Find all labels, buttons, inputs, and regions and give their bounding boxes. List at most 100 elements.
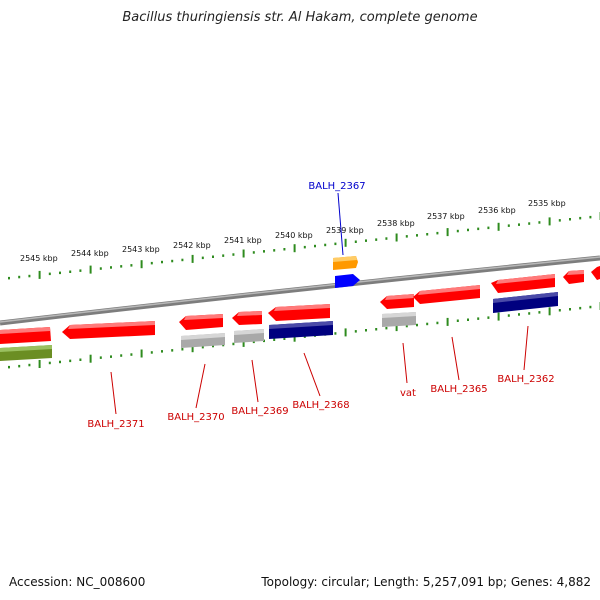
scale-minor-tick	[18, 275, 21, 279]
scale-minor-tick	[477, 227, 480, 231]
scale-major-tick	[89, 354, 92, 363]
scale-minor-tick	[120, 354, 123, 357]
scale-minor-tick	[365, 239, 367, 242]
tick-label-2539: 2539 kbp	[326, 226, 364, 235]
scale-minor-tick	[283, 248, 286, 251]
scale-minor-tick	[252, 251, 255, 254]
scale-minor-tick	[130, 353, 133, 356]
scale-minor-tick	[99, 356, 102, 359]
scale-minor-tick	[518, 313, 520, 316]
scale-minor-tick	[416, 323, 418, 327]
scale-major-tick	[548, 217, 551, 226]
scale-major-tick	[89, 265, 92, 274]
scale-minor-tick	[334, 332, 337, 335]
scale-minor-tick	[171, 349, 174, 352]
scale-minor-tick	[48, 361, 51, 365]
scale-major-tick	[293, 333, 296, 342]
scale-minor-tick	[569, 308, 571, 311]
gene-red-right-2[interactable]	[591, 266, 600, 280]
gene-label-balh-2368: BALH_2368	[292, 400, 349, 411]
scale-minor-tick	[579, 306, 582, 310]
scale-minor-tick	[110, 266, 112, 269]
lower-scale-ticks	[8, 302, 600, 369]
scale-major-tick	[497, 312, 500, 321]
scale-major-tick	[548, 307, 551, 316]
scale-minor-tick	[8, 276, 10, 280]
scale-minor-tick	[79, 358, 82, 361]
gene-features	[0, 256, 600, 361]
accession-text: Accession: NC_008600	[9, 575, 146, 589]
gene-label-vat: vat	[400, 388, 416, 399]
scale-minor-tick	[181, 258, 184, 262]
scale-minor-tick	[375, 328, 378, 331]
upper-scale-ticks	[8, 212, 600, 280]
scale-major-tick	[446, 228, 449, 237]
scale-minor-tick	[375, 238, 378, 241]
label-leaders	[110, 192, 529, 415]
scale-minor-tick	[283, 337, 286, 340]
scale-minor-tick	[518, 223, 520, 226]
scale-minor-tick	[589, 305, 592, 309]
scale-minor-tick	[477, 317, 480, 320]
scale-minor-tick	[110, 355, 112, 358]
scale-minor-tick	[201, 345, 204, 349]
scale-minor-tick	[385, 326, 388, 330]
scale-minor-tick	[538, 221, 541, 224]
scale-minor-tick	[161, 350, 163, 353]
scale-minor-tick	[232, 342, 235, 346]
scale-minor-tick	[334, 242, 337, 246]
scale-minor-tick	[303, 245, 306, 249]
scale-minor-tick	[273, 249, 276, 252]
scale-major-tick	[38, 360, 41, 368]
scale-minor-tick	[507, 224, 510, 227]
scale-minor-tick	[385, 237, 388, 240]
scale-minor-tick	[314, 244, 316, 248]
scale-minor-tick	[161, 260, 163, 264]
tick-label-2537: 2537 kbp	[427, 212, 465, 221]
gene-label-balh-2371: BALH_2371	[87, 419, 144, 430]
scale-minor-tick	[222, 254, 225, 257]
tick-label-2540: 2540 kbp	[275, 231, 313, 240]
scale-major-tick	[140, 260, 143, 269]
scale-major-tick	[191, 254, 194, 263]
scale-minor-tick	[18, 364, 21, 368]
scale-minor-tick	[171, 259, 174, 263]
tick-label-2544: 2544 kbp	[71, 249, 109, 258]
scale-minor-tick	[28, 363, 31, 367]
scale-major-tick	[344, 238, 347, 247]
scale-minor-tick	[405, 324, 408, 328]
gene-blue-feature[interactable]	[335, 274, 360, 288]
scale-minor-tick	[569, 218, 571, 221]
tick-label-2542: 2542 kbp	[173, 241, 211, 250]
gene-label-balh-2365: BALH_2365	[430, 384, 487, 395]
scale-minor-tick	[426, 233, 429, 236]
scale-minor-tick	[150, 351, 153, 354]
scale-major-tick	[446, 317, 449, 326]
gene-labels: BALH_2367 BALH_2371 BALH_2370 BALH_2369 …	[87, 181, 554, 430]
scale-labels: 2545 kbp 2544 kbp 2543 kbp 2542 kbp 2541…	[20, 199, 566, 263]
scale-minor-tick	[456, 319, 459, 322]
scale-major-tick	[191, 344, 194, 353]
scale-minor-tick	[120, 265, 123, 268]
scale-minor-tick	[354, 240, 357, 243]
scale-minor-tick	[354, 330, 357, 333]
scale-minor-tick	[416, 234, 418, 237]
scale-major-tick	[497, 222, 500, 231]
scale-minor-tick	[324, 243, 327, 247]
scale-minor-tick	[59, 271, 61, 275]
scale-minor-tick	[436, 321, 439, 325]
scale-minor-tick	[201, 256, 204, 260]
genome-backbone	[0, 255, 600, 326]
gene-label-balh-2369: BALH_2369	[231, 406, 288, 417]
tick-label-2545: 2545 kbp	[20, 254, 58, 263]
scale-minor-tick	[273, 338, 276, 341]
scale-minor-tick	[436, 231, 439, 235]
scale-minor-tick	[69, 270, 72, 273]
map-title: Bacillus thuringiensis str. Al Hakam, co…	[122, 10, 478, 25]
scale-minor-tick	[405, 235, 408, 238]
scale-major-tick	[140, 349, 143, 358]
scale-minor-tick	[365, 329, 367, 332]
scale-minor-tick	[252, 340, 255, 344]
scale-major-tick	[293, 244, 296, 253]
